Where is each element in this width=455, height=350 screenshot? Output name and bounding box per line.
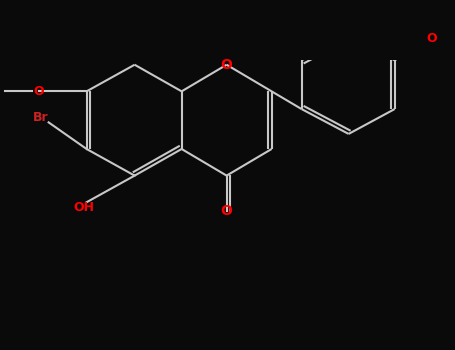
Text: O: O [426,32,437,44]
Text: Br: Br [33,111,48,124]
Text: O: O [221,204,233,218]
Text: O: O [33,85,44,98]
Text: O: O [221,58,233,72]
Text: OH: OH [73,201,95,214]
